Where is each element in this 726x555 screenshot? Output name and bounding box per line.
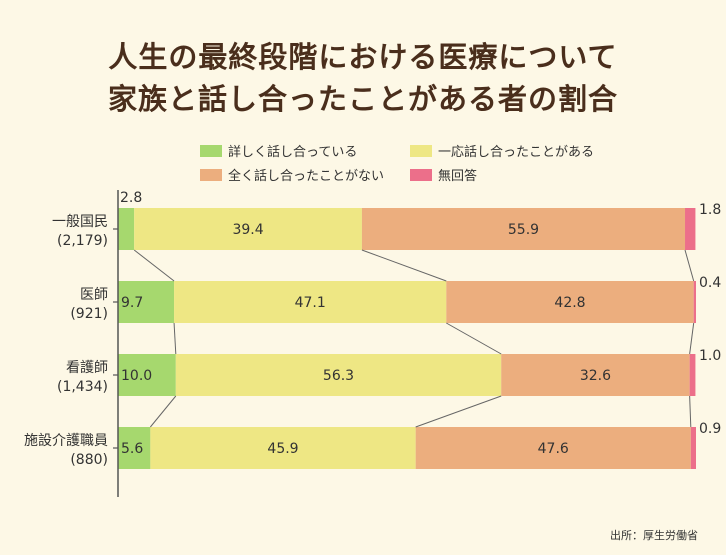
bar-segment-1-2 bbox=[134, 208, 362, 250]
legend-swatch-2 bbox=[410, 145, 432, 157]
data-label-1-2: 39.4 bbox=[232, 222, 263, 238]
legend-label-4: 無回答 bbox=[438, 168, 477, 184]
source-note: 出所：厚生労働省 bbox=[610, 529, 698, 542]
category-label-4: 施設介護職員 bbox=[24, 433, 108, 449]
bar-segment-2-2 bbox=[174, 281, 447, 323]
bar-segment-2-4 bbox=[693, 281, 696, 323]
legend-swatch-1 bbox=[200, 145, 222, 157]
bar-segment-2-1 bbox=[118, 281, 175, 323]
category-sample-size-3: (1,434) bbox=[57, 379, 108, 395]
connector-line-1-3 bbox=[684, 249, 695, 282]
data-label-4-2: 45.9 bbox=[267, 441, 298, 457]
data-label-3-4: 1.0 bbox=[699, 348, 721, 364]
data-label-2-2: 47.1 bbox=[295, 295, 326, 311]
bar-segment-3-3 bbox=[501, 354, 690, 396]
legend-label-1: 詳しく話し合っている bbox=[228, 144, 357, 160]
chart-title-line-1: 人生の最終段階における医療について bbox=[108, 40, 618, 74]
connector-line-2-2 bbox=[446, 322, 502, 355]
data-label-3-1: 10.0 bbox=[121, 368, 152, 384]
data-label-1-3: 55.9 bbox=[508, 222, 539, 238]
category-label-2: 医師 bbox=[80, 287, 108, 303]
connector-line-2-1 bbox=[173, 322, 177, 355]
data-label-3-2: 56.3 bbox=[323, 368, 354, 384]
bar-segment-4-4 bbox=[690, 427, 696, 469]
chart-title-line-2: 家族と話し合ったことがある者の割合 bbox=[107, 82, 618, 116]
data-label-3-3: 32.6 bbox=[580, 368, 611, 384]
bar-segment-1-1 bbox=[118, 208, 135, 250]
category-label-3: 看護師 bbox=[66, 360, 108, 376]
data-label-4-1: 5.6 bbox=[121, 441, 143, 457]
bar-segment-3-1 bbox=[118, 354, 176, 396]
category-sample-size-2: (921) bbox=[70, 306, 108, 322]
bar-segment-1-4 bbox=[685, 208, 696, 250]
connector-line-3-2 bbox=[415, 395, 502, 428]
data-label-4-4: 0.9 bbox=[699, 421, 721, 437]
bar-segment-4-2 bbox=[150, 427, 416, 469]
data-label-4-3: 47.6 bbox=[538, 441, 569, 457]
connector-line-1-1 bbox=[133, 249, 175, 282]
legend-label-2: 一応話し合ったことがある bbox=[438, 144, 594, 160]
connector-line-1-2 bbox=[361, 249, 447, 282]
bar-segment-3-4 bbox=[689, 354, 696, 396]
data-label-1-4: 1.8 bbox=[699, 202, 721, 218]
data-label-1-1: 2.8 bbox=[120, 190, 142, 206]
legend-label-3: 全く話し合ったことがない bbox=[228, 168, 384, 184]
bar-segment-3-2 bbox=[175, 354, 502, 396]
bar-segment-4-3 bbox=[415, 427, 691, 469]
legend-swatch-4 bbox=[410, 169, 432, 181]
bar-segment-2-3 bbox=[446, 281, 694, 323]
connector-line-2-3 bbox=[689, 322, 695, 355]
category-sample-size-4: (880) bbox=[70, 452, 108, 468]
connector-line-3-1 bbox=[149, 395, 177, 428]
connector-line-3-3 bbox=[689, 395, 692, 428]
data-label-2-1: 9.7 bbox=[121, 295, 143, 311]
bar-segment-1-3 bbox=[361, 208, 686, 250]
bar-segment-4-1 bbox=[118, 427, 151, 469]
data-label-2-4: 0.4 bbox=[699, 275, 721, 291]
data-label-2-3: 42.8 bbox=[554, 295, 585, 311]
legend-swatch-3 bbox=[200, 169, 222, 181]
category-sample-size-1: (2,179) bbox=[57, 233, 108, 249]
category-label-1: 一般国民 bbox=[52, 214, 108, 230]
